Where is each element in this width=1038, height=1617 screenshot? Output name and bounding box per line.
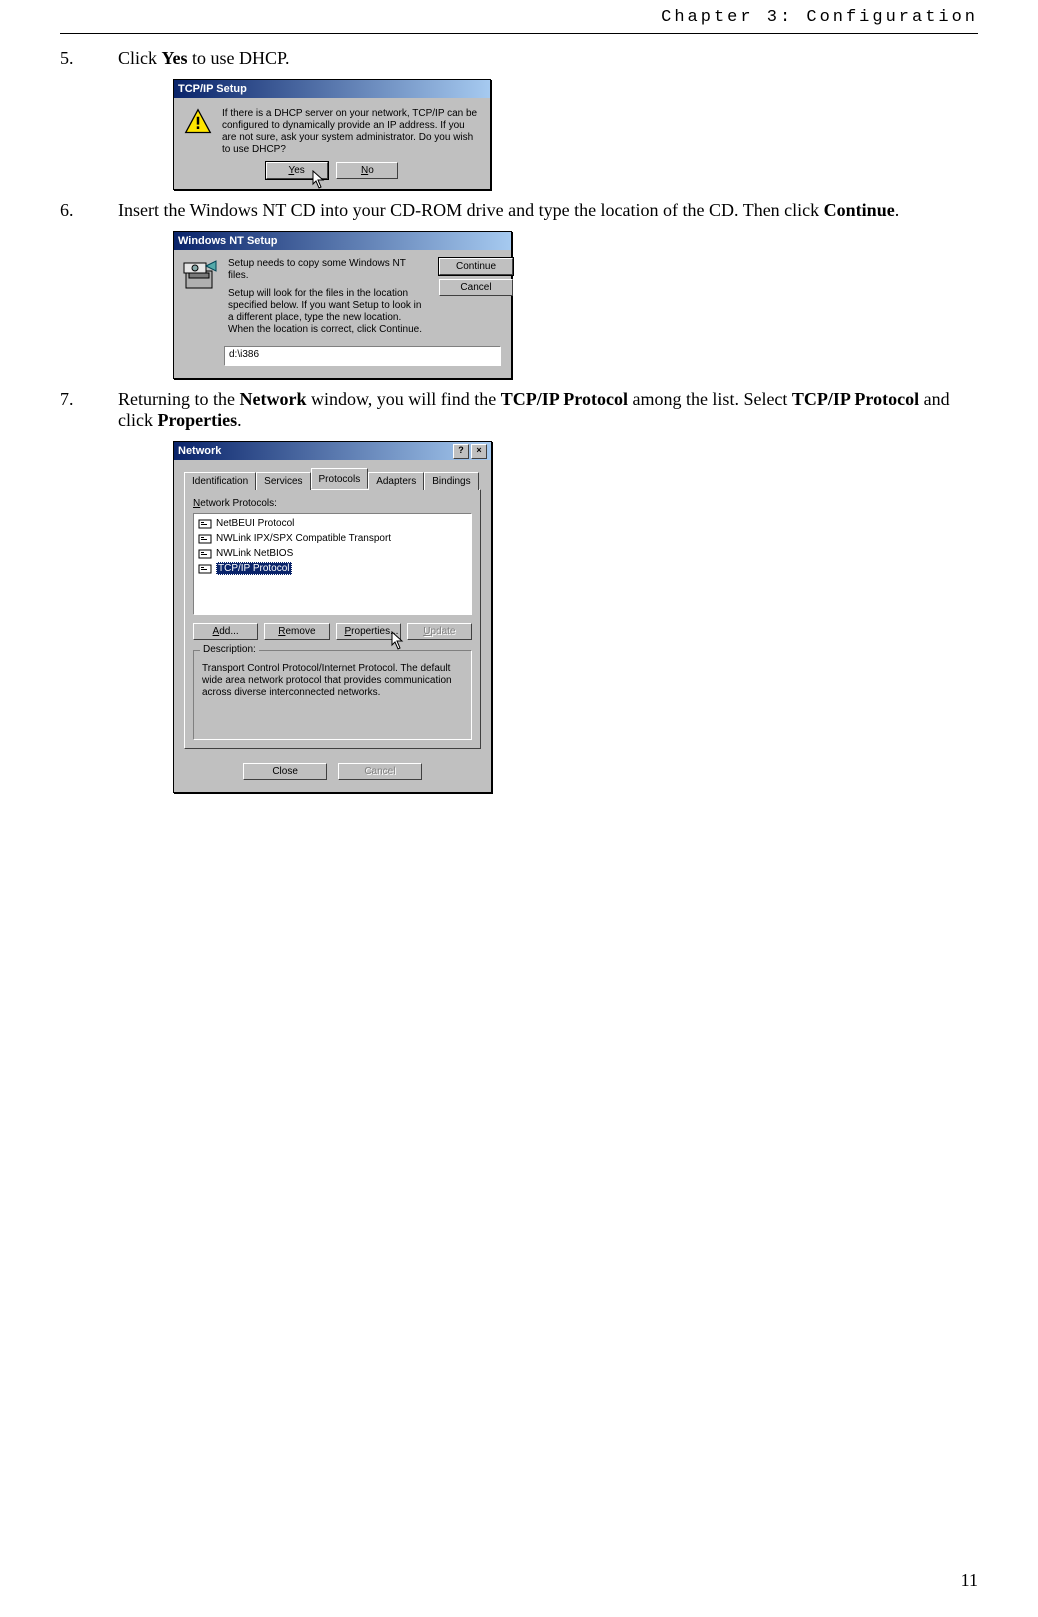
protocol-icon xyxy=(198,518,212,530)
step-6-text-bold: Continue xyxy=(824,200,895,220)
description-groupbox: Description: Transport Control Protocol/… xyxy=(193,650,472,740)
protocols-tabpage: Network Protocols: NetBEUI Protocol NWLi… xyxy=(184,489,481,749)
step-5-text-seg2: to use DHCP. xyxy=(188,48,290,68)
tcpip-setup-titlebar[interactable]: TCP/IP Setup xyxy=(174,80,490,98)
protocol-icon xyxy=(198,563,212,575)
step-6: 6. Insert the Windows NT CD into your CD… xyxy=(60,200,978,379)
cancel-dialog-button: Cancel xyxy=(338,763,422,780)
help-button[interactable]: ? xyxy=(453,444,469,459)
continue-button[interactable]: Continue xyxy=(439,258,513,275)
protocol-item-nwlink-ipx[interactable]: NWLink IPX/SPX Compatible Transport xyxy=(196,531,469,546)
step-5-text: Click Yes to use DHCP. xyxy=(118,48,978,69)
tab-identification[interactable]: Identification xyxy=(184,472,256,490)
step-7-b3: TCP/IP Protocol xyxy=(792,389,919,409)
step-7-number: 7. xyxy=(60,389,90,793)
protocol-label: NWLink NetBIOS xyxy=(216,547,293,560)
network-dialog: Network ? × Identification Services Prot… xyxy=(173,441,492,793)
path-input[interactable]: d:\i386 xyxy=(224,346,501,366)
page-content: 5. Click Yes to use DHCP. TCP/IP Setup xyxy=(0,34,1038,793)
setup-disk-icon xyxy=(182,258,218,294)
tcpip-setup-title: TCP/IP Setup xyxy=(178,83,247,95)
nt-setup-msg2: Setup will look for the files in the loc… xyxy=(228,288,429,336)
step-7: 7. Returning to the Network window, you … xyxy=(60,389,978,793)
step-5-text-bold: Yes xyxy=(162,48,188,68)
nt-setup-titlebar[interactable]: Windows NT Setup xyxy=(174,232,511,250)
close-dialog-button[interactable]: Close xyxy=(243,763,327,780)
step-7-seg0: Returning to the xyxy=(118,389,239,409)
step-7-seg4: among the list. Select xyxy=(628,389,792,409)
step-7-b1: Network xyxy=(239,389,306,409)
close-button[interactable]: × xyxy=(471,444,487,459)
step-7-b2: TCP/IP Protocol xyxy=(501,389,628,409)
tabstrip: Identification Services Protocols Adapte… xyxy=(184,468,481,489)
tab-bindings[interactable]: Bindings xyxy=(424,472,478,490)
protocol-icon xyxy=(198,533,212,545)
protocol-label: NWLink IPX/SPX Compatible Transport xyxy=(216,532,391,545)
step-5-text-seg0: Click xyxy=(118,48,162,68)
step-6-text-seg0: Insert the Windows NT CD into your CD-RO… xyxy=(118,200,824,220)
protocol-item-tcpip[interactable]: TCP/IP Protocol xyxy=(196,561,469,576)
step-7-seg2: window, you will find the xyxy=(306,389,500,409)
tcpip-setup-dialog: TCP/IP Setup If there is a DHCP server o… xyxy=(173,79,491,190)
update-button: Update xyxy=(407,623,472,640)
steps-list: 5. Click Yes to use DHCP. TCP/IP Setup xyxy=(60,48,978,793)
network-titlebar[interactable]: Network ? × xyxy=(174,442,491,460)
nt-setup-msg1: Setup needs to copy some Windows NT file… xyxy=(228,258,429,282)
yes-mnemonic: Y xyxy=(288,165,294,176)
description-text: Transport Control Protocol/Internet Prot… xyxy=(202,663,452,698)
page-number: 11 xyxy=(961,1570,978,1591)
nt-setup-title: Windows NT Setup xyxy=(178,235,278,247)
list-label: Network Protocols: xyxy=(193,498,472,509)
step-5-number: 5. xyxy=(60,48,90,190)
protocol-item-nwlink-netbios[interactable]: NWLink NetBIOS xyxy=(196,546,469,561)
cursor-icon xyxy=(391,631,405,651)
remove-button[interactable]: Remove xyxy=(264,623,329,640)
step-6-text: Insert the Windows NT CD into your CD-RO… xyxy=(118,200,978,221)
network-title: Network xyxy=(178,445,221,457)
step-7-text: Returning to the Network window, you wil… xyxy=(118,389,978,431)
protocol-item-netbeui[interactable]: NetBEUI Protocol xyxy=(196,516,469,531)
description-label: Description: xyxy=(200,644,259,656)
step-6-text-seg2: . xyxy=(895,200,900,220)
tab-services[interactable]: Services xyxy=(256,472,310,490)
step-7-b4: Properties xyxy=(157,410,237,430)
step-5: 5. Click Yes to use DHCP. TCP/IP Setup xyxy=(60,48,978,190)
cancel-button[interactable]: Cancel xyxy=(439,279,513,296)
protocol-icon xyxy=(198,548,212,560)
step-7-seg8: . xyxy=(237,410,242,430)
protocol-label: TCP/IP Protocol xyxy=(216,562,292,575)
tab-adapters[interactable]: Adapters xyxy=(368,472,424,490)
page-header-chapter: Chapter 3: Configuration xyxy=(0,0,1038,31)
no-mnemonic: N xyxy=(361,165,368,176)
tcpip-setup-message: If there is a DHCP server on your networ… xyxy=(222,108,480,156)
nt-setup-dialog: Windows NT Setup xyxy=(173,231,512,379)
protocols-listbox[interactable]: NetBEUI Protocol NWLink IPX/SPX Compatib… xyxy=(193,513,472,615)
protocol-label: NetBEUI Protocol xyxy=(216,517,294,530)
warning-icon xyxy=(184,108,212,136)
step-6-number: 6. xyxy=(60,200,90,379)
cursor-icon xyxy=(312,170,326,190)
add-button[interactable]: Add... xyxy=(193,623,258,640)
no-button[interactable]: No xyxy=(336,162,398,179)
tab-protocols[interactable]: Protocols xyxy=(311,468,369,489)
